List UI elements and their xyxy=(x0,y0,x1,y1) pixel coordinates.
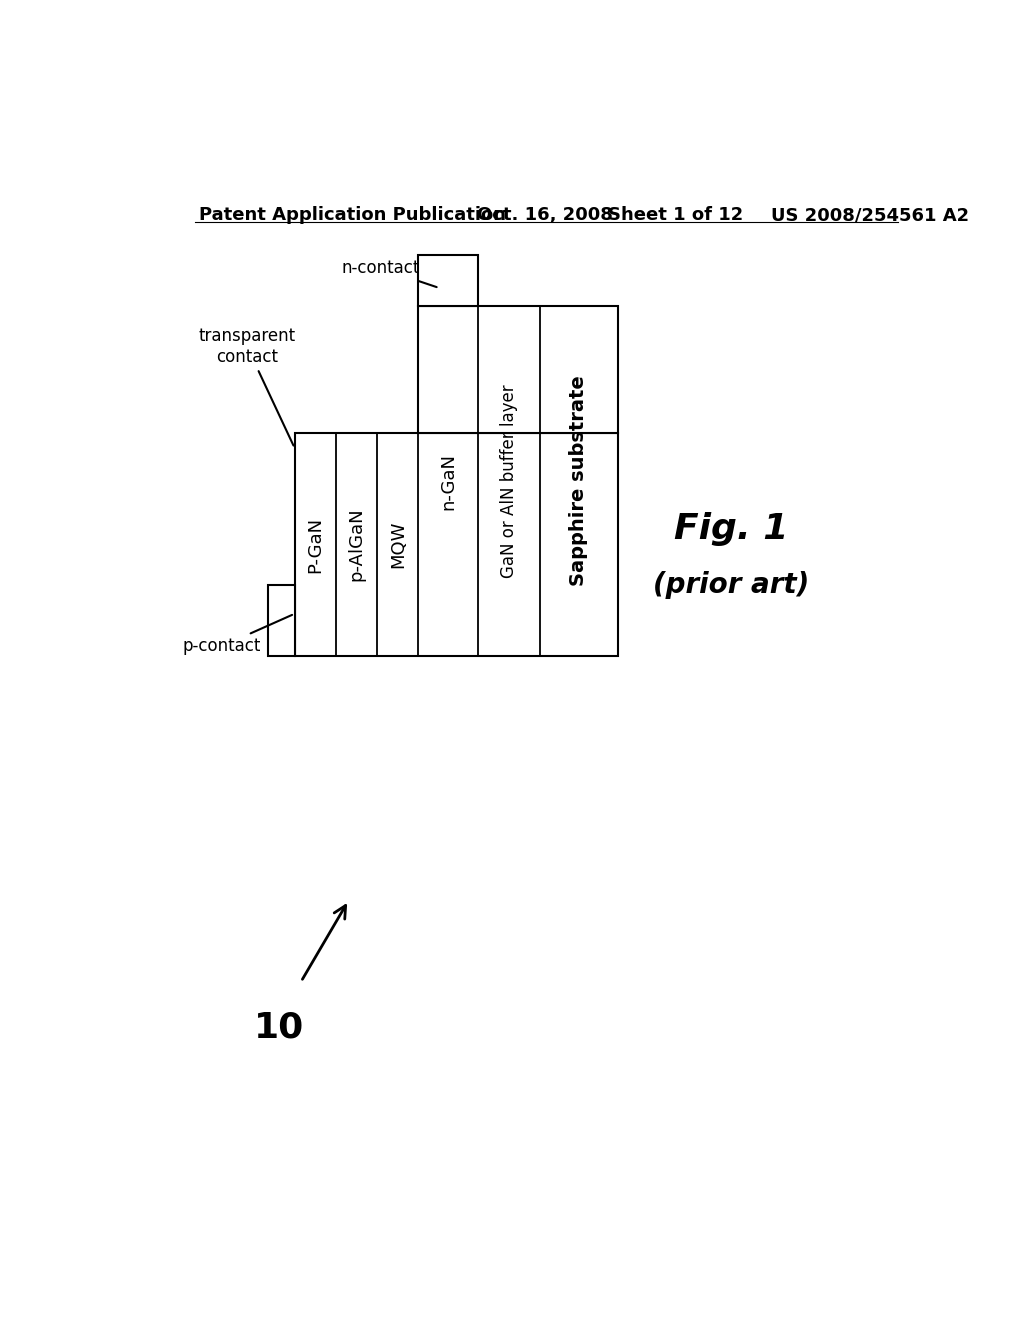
Text: p-contact: p-contact xyxy=(182,615,292,655)
Text: (prior art): (prior art) xyxy=(653,572,809,599)
Bar xyxy=(419,255,478,306)
Text: GaN or AlN buffer layer: GaN or AlN buffer layer xyxy=(500,384,518,578)
Text: n-GaN: n-GaN xyxy=(439,453,458,510)
Bar xyxy=(419,306,617,433)
Bar xyxy=(267,585,295,656)
Text: P-GaN: P-GaN xyxy=(306,516,325,573)
Text: Patent Application Publication: Patent Application Publication xyxy=(200,206,507,224)
Text: MQW: MQW xyxy=(389,521,407,569)
Text: 10: 10 xyxy=(254,1010,304,1044)
Text: US 2008/254561 A2: US 2008/254561 A2 xyxy=(771,206,969,224)
Text: transparent
contact: transparent contact xyxy=(199,327,296,446)
Bar xyxy=(295,433,617,656)
Text: p-AlGaN: p-AlGaN xyxy=(347,508,366,581)
Text: Oct. 16, 2008: Oct. 16, 2008 xyxy=(477,206,613,224)
Text: Fig. 1: Fig. 1 xyxy=(674,512,788,546)
Text: Sapphire substrate: Sapphire substrate xyxy=(569,376,588,586)
Text: Sheet 1 of 12: Sheet 1 of 12 xyxy=(608,206,743,224)
Text: n-contact: n-contact xyxy=(341,259,436,288)
